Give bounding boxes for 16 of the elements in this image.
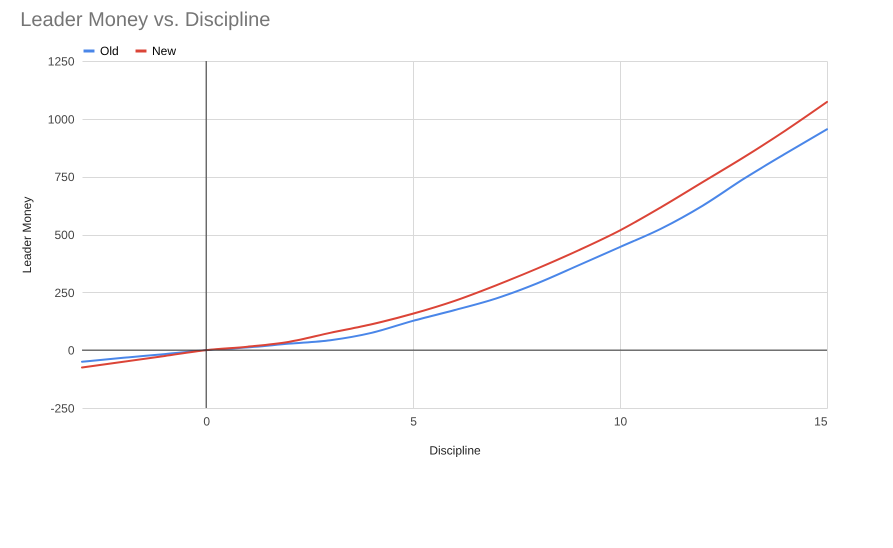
x-tick-label: 0: [203, 414, 210, 428]
x-tick-label: 15: [814, 414, 828, 428]
y-tick-label: 1250: [48, 54, 75, 68]
chart-title: Leader Money vs. Discipline: [20, 9, 270, 31]
y-tick-label: 0: [68, 344, 75, 358]
y-tick-label: 250: [54, 286, 75, 300]
x-tick-label: 10: [614, 414, 628, 428]
y-tick-label: -250: [50, 402, 75, 416]
x-axis-title: Discipline: [429, 444, 481, 458]
y-tick-label: 1000: [48, 112, 75, 126]
legend-label: New: [152, 44, 176, 58]
y-tick-label: 500: [54, 228, 75, 242]
y-axis-title: Leader Money: [20, 196, 34, 274]
legend-label: Old: [100, 44, 119, 58]
x-tick-label: 5: [410, 414, 418, 428]
y-tick-label: 750: [54, 170, 75, 184]
